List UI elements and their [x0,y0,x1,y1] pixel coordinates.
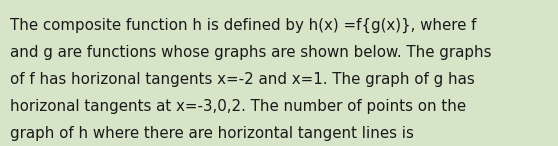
Text: of f has horizonal tangents x=-2 and x=1. The graph of g has: of f has horizonal tangents x=-2 and x=1… [10,72,475,87]
Text: The composite function h is defined by h(x) =f{g(x)}, where f: The composite function h is defined by h… [10,18,477,33]
Text: graph of h where there are horizontal tangent lines is: graph of h where there are horizontal ta… [10,126,414,141]
Text: and g are functions whose graphs are shown below. The graphs: and g are functions whose graphs are sho… [10,45,492,60]
Text: horizonal tangents at x=-3,0,2. The number of points on the: horizonal tangents at x=-3,0,2. The numb… [10,99,466,114]
